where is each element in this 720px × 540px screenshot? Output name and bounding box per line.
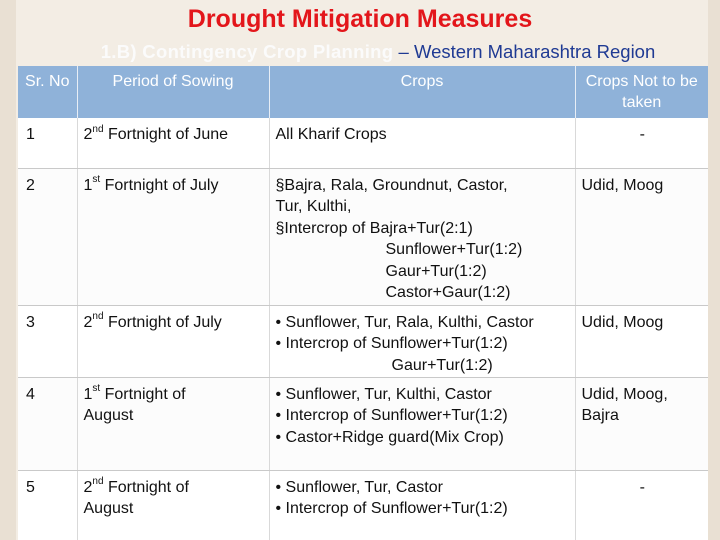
cell-crops: • Sunflower, Tur, Castor • Intercrop of …: [269, 470, 576, 540]
period-sup: nd: [92, 476, 104, 488]
cell-period: 2nd Fortnight of June: [77, 118, 270, 169]
crop-line: • Intercrop of Sunflower+Tur(1:2): [275, 407, 508, 424]
cell-not-taken: Udid, Moog: [575, 305, 708, 378]
cell-sr: 2: [18, 168, 78, 306]
cell-period: 2nd Fortnight of July: [77, 305, 270, 378]
header-period: Period of Sowing: [77, 66, 270, 118]
period-text: Fortnight of June: [103, 126, 229, 143]
period-num: 2: [83, 313, 93, 331]
period-text: Fortnight of July: [103, 313, 222, 331]
crop-line: • Castor+Ridge guard(Mix Crop): [275, 428, 504, 446]
table-row: 2 1st Fortnight of July §Bajra, Rala, Gr…: [18, 168, 708, 306]
table-row: 3 2nd Fortnight of July • Sunflower, Tur…: [18, 305, 708, 378]
crop-line: Castor+Gaur(1:2): [385, 284, 511, 301]
period-num: 1: [83, 176, 93, 194]
cell-sr: 3: [18, 305, 78, 378]
crop-line: Gaur+Tur(1:2): [391, 356, 493, 374]
cell-period: 1st Fortnight of July: [77, 168, 270, 306]
cell-crops: • Sunflower, Tur, Kulthi, Castor • Inter…: [269, 377, 576, 471]
table-row: 5 2nd Fortnight of August • Sunflower, Tu…: [18, 470, 708, 540]
cell-crops: §Bajra, Rala, Groundnut, Castor, Tur, Ku…: [269, 168, 576, 306]
subtitle-region: – Western Maharashtra Region: [393, 41, 656, 62]
table-header-row: Sr. No Period of Sowing Crops Crops Not …: [18, 66, 708, 118]
contingency-crop-table: Sr. No Period of Sowing Crops Crops Not …: [18, 66, 708, 540]
cell-sr: 1: [18, 118, 78, 169]
crop-line: • Intercrop of Sunflower+Tur(1:2): [275, 500, 508, 517]
table-row: 4 1st Fortnight of August • Sunflower, Tu…: [18, 377, 708, 471]
cell-not-taken: Udid, Moog: [575, 168, 708, 306]
period-num: 2: [83, 126, 93, 143]
subtitle-highlight: 1.B) Contingency Crop Planning: [100, 41, 394, 62]
crop-line: §Intercrop of Bajra+Tur(2:1): [275, 219, 473, 237]
period-sup: nd: [92, 123, 104, 135]
slide-left-margin: [0, 0, 16, 540]
slide-subtitle: 1.B) Contingency Crop Planning – Western…: [0, 41, 720, 63]
cell-sr: 5: [18, 470, 78, 540]
header-not-taken: Crops Not to be taken: [575, 66, 708, 118]
table-row: 1 2nd Fortnight of June All Kharif Crops…: [18, 118, 708, 169]
cell-not-taken: Udid, Moog, Bajra: [575, 377, 708, 471]
period-sup: st: [92, 383, 101, 395]
header-sr-no: Sr. No: [18, 66, 78, 118]
crop-line: • Sunflower, Tur, Castor: [275, 478, 443, 496]
crop-line: Gaur+Tur(1:2): [385, 262, 487, 280]
cell-crops: All Kharif Crops: [269, 118, 576, 169]
crop-line: • Sunflower, Tur, Rala, Kulthi, Castor: [275, 313, 534, 331]
period-text: Fortnight of: [103, 478, 189, 496]
crop-line: • Sunflower, Tur, Kulthi, Castor: [275, 385, 492, 403]
crop-line: Tur, Kulthi,: [275, 198, 352, 215]
header-crops: Crops: [269, 66, 576, 118]
crop-line: Sunflower+Tur(1:2): [385, 241, 523, 258]
crop-line: §Bajra, Rala, Groundnut, Castor,: [275, 176, 508, 194]
cell-crops: • Sunflower, Tur, Rala, Kulthi, Castor •…: [269, 305, 576, 378]
slide-right-margin: [708, 0, 720, 540]
cell-not-taken: -: [575, 118, 708, 169]
period-text-line2: August: [83, 500, 134, 517]
cell-period: 2nd Fortnight of August: [77, 470, 270, 540]
cell-sr: 4: [18, 377, 78, 471]
period-text-line2: August: [83, 407, 134, 424]
period-num: 2: [83, 478, 93, 496]
crop-line: • Intercrop of Sunflower+Tur(1:2): [275, 335, 508, 352]
period-num: 1: [83, 385, 93, 403]
crop-line: All Kharif Crops: [275, 126, 387, 143]
not-taken-line: Udid, Moog,: [581, 385, 668, 403]
period-sup: nd: [92, 311, 104, 323]
cell-not-taken: -: [575, 470, 708, 540]
period-sup: st: [92, 174, 101, 186]
period-text: Fortnight of: [100, 385, 186, 403]
slide-title: Drought Mitigation Measures: [187, 5, 533, 33]
cell-period: 1st Fortnight of August: [77, 377, 270, 471]
period-text: Fortnight of July: [100, 176, 219, 194]
not-taken-line2: Bajra: [581, 407, 619, 424]
